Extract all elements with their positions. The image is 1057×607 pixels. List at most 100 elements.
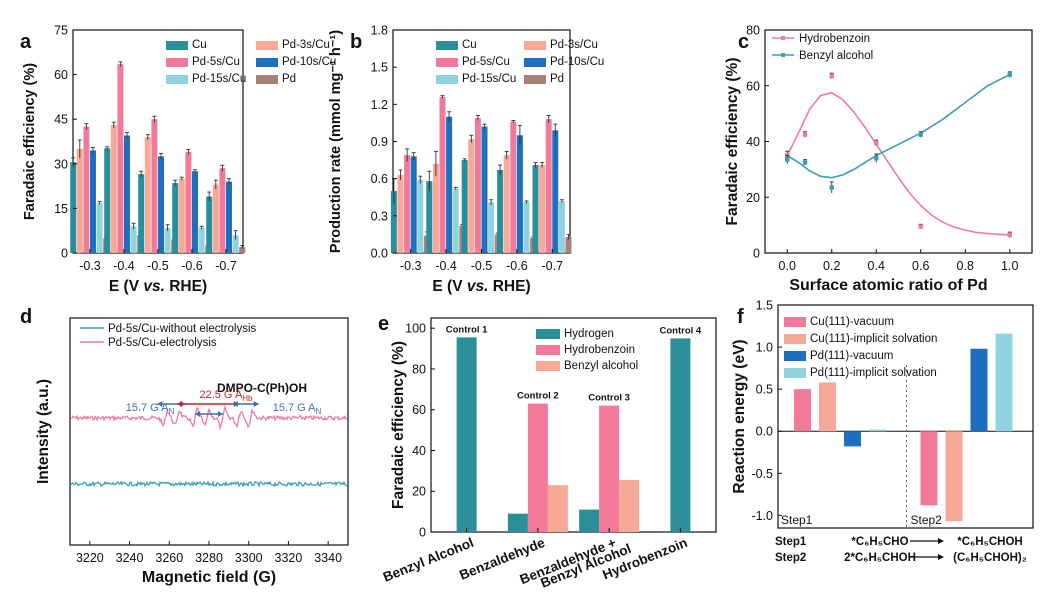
step-label-f: Step1 — [781, 513, 813, 527]
legend-label: Pd-5s/Cu — [462, 56, 510, 68]
panel-b-ytick-label: 1.2 — [371, 98, 388, 112]
bar-b — [404, 155, 411, 253]
bar-b — [474, 117, 481, 253]
chart-panel-f: -1.0 -0.5 0.0 0.5 1.0 1.5 Step1 Step2 Cu(111)-va… — [731, 299, 1034, 564]
xtick-label-a: -0.3 — [79, 259, 101, 273]
y-axis-label-b: Production rate (mmol mg⁻¹ h⁻¹) — [328, 30, 344, 253]
xtick-label-c: 1.0 — [1001, 259, 1018, 273]
hyperfine-arrow-an-mid-head — [217, 411, 223, 417]
xtick-label-d: 3320 — [275, 551, 303, 565]
bar-a — [232, 235, 239, 253]
bar-a — [76, 148, 83, 253]
annotation-ah-sub: Hb — [242, 394, 253, 403]
panel-f-ytick-label: -1.0 — [751, 509, 773, 523]
bar-a — [144, 137, 151, 253]
bar-b — [488, 202, 495, 253]
bar-a — [206, 196, 213, 253]
bar-e — [619, 480, 640, 532]
bar-e — [507, 513, 528, 532]
bar-b — [532, 165, 539, 253]
xtick-label-d: 3340 — [314, 551, 342, 565]
bar-b — [558, 200, 565, 253]
xtick-label-a: -0.5 — [147, 259, 169, 273]
legend-swatch — [784, 368, 806, 378]
legend-label: Pd-10s/Cu — [550, 56, 604, 68]
xtick-label-b: -0.6 — [506, 259, 528, 273]
legend-swatch — [524, 75, 546, 84]
spectrum-without-electrolysis — [70, 480, 348, 489]
bar-b — [439, 96, 446, 254]
legend-label: Hydrogen — [564, 328, 614, 340]
bar-b — [426, 181, 433, 253]
bar-a — [70, 162, 77, 253]
bar-a — [117, 64, 124, 254]
legend-label: Benzyl alcohol — [564, 360, 638, 372]
group-label-e: Control 3 — [588, 393, 630, 404]
legend-swatch — [436, 75, 458, 84]
legend-swatch — [524, 58, 546, 67]
bar-f — [844, 431, 861, 447]
panel-e-ytick-label: 40 — [412, 444, 426, 458]
panel-a-ytick-label: 30 — [54, 157, 68, 171]
bar-f — [869, 429, 886, 432]
equation-arrow-head — [938, 554, 944, 560]
xtick-label-a: -0.7 — [215, 259, 237, 273]
bar-a — [212, 184, 219, 253]
bar-a — [239, 247, 246, 253]
panel-b-ytick-label: 0.0 — [371, 247, 388, 261]
legend-swatch — [536, 345, 560, 355]
legend-label: Pd — [282, 73, 296, 85]
bar-f — [945, 431, 963, 522]
panel-label-d: d — [20, 306, 32, 328]
panel-d-frame — [69, 317, 349, 546]
panel-f-ytick-label: 0.0 — [756, 425, 773, 439]
bar-a — [151, 119, 158, 253]
legend-swatch — [256, 41, 278, 50]
chart-panel-b: -0.3 -0.4 -0.5 -0.6 -0.7 0.0 0.3 0.6 0.9 1.2 1.5 1.… — [328, 24, 604, 296]
bar-b — [397, 174, 404, 253]
bar-e — [527, 403, 548, 532]
group-label-e: Control 4 — [660, 325, 702, 336]
xtick-label-a: -0.6 — [181, 259, 203, 273]
bar-f — [819, 382, 836, 432]
x-axis-label-part: E (V — [109, 278, 143, 295]
equation-step: Step2 — [775, 552, 806, 564]
panel-e-frame — [430, 317, 717, 533]
bar-b — [552, 130, 559, 253]
bar-e — [456, 337, 477, 532]
annotation-ah-main: 22.5 G A — [199, 389, 242, 401]
panel-b-ytick-label: 1.8 — [371, 24, 388, 38]
xtick-label-d: 3220 — [76, 551, 104, 565]
bar-e — [547, 485, 568, 532]
data-point-benzyl-alcohol — [918, 132, 923, 137]
xtick-label-a: -0.4 — [113, 259, 135, 273]
legend-marker — [781, 36, 785, 40]
legend-label: Hydrobenzoin — [564, 344, 635, 356]
bar-b — [410, 156, 417, 253]
legend-label: Pd-3s/Cu — [550, 39, 598, 51]
panel-b-ytick-label: 0.6 — [371, 172, 388, 186]
chart-panel-a: -0.3 -0.4 -0.5 -0.6 -0.7 0 15 30 45 60 75 E (V vs. … — [20, 24, 336, 296]
bar-a — [192, 171, 198, 253]
annotation-ah: 22.5 G AHb — [199, 389, 253, 403]
xtick-label-c: 0.4 — [868, 259, 885, 273]
legend-label: Pd(111)-implicit solvation — [810, 367, 937, 379]
bar-a — [83, 126, 90, 253]
x-axis-label-part: E (V — [432, 278, 466, 295]
bar-b — [461, 160, 468, 253]
panel-c-ytick-label: 80 — [746, 24, 760, 38]
legend-label: Pd(111)-vacuum — [810, 350, 893, 362]
xtick-label-b: -0.3 — [400, 259, 422, 273]
bar-a — [158, 156, 164, 253]
panel-b-ytick-label: 0.3 — [371, 209, 388, 223]
bar-a — [104, 148, 111, 253]
group-label-e: Control 2 — [517, 391, 559, 402]
chart-panel-d: 3220 3240 3260 3280 3300 3320 3340 Pd-5s/Cu-wit… — [20, 306, 349, 586]
bar-a — [198, 227, 205, 253]
panel-a-ytick-label: 15 — [54, 202, 68, 216]
legend-label: Pd-5s/Cu-electrolysis — [108, 337, 217, 349]
hyperfine-arrow-ah-head — [177, 401, 183, 407]
bar-a — [138, 174, 145, 253]
